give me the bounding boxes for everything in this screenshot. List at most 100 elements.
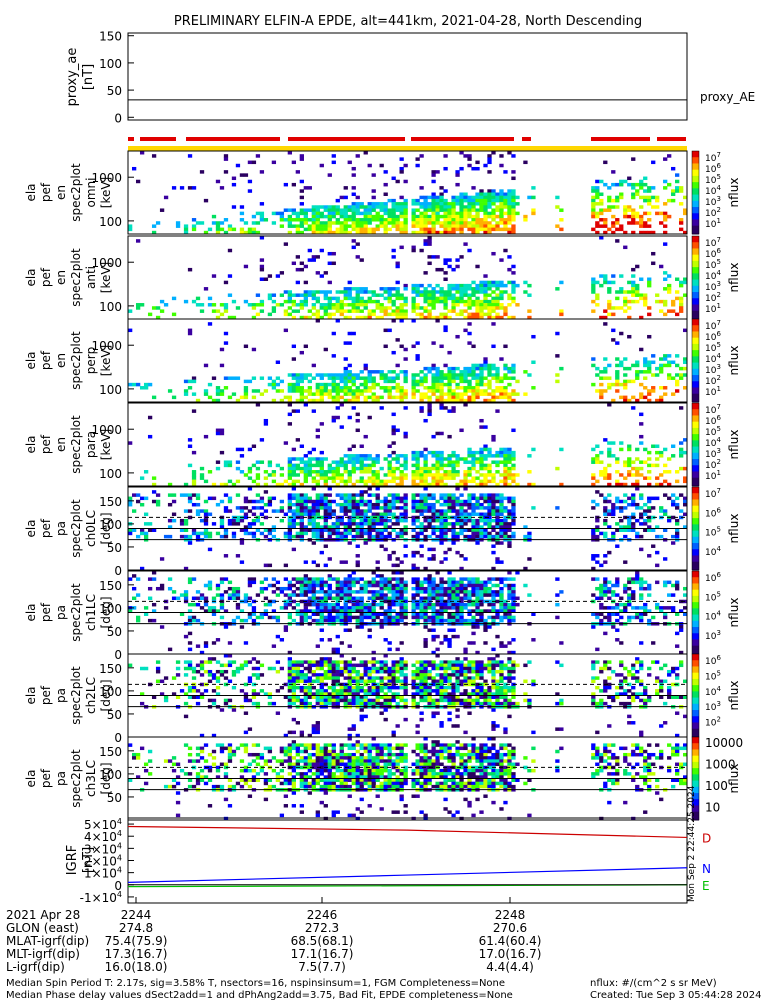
spectrogram-cell [291,515,296,520]
spectrogram-cell [271,379,277,384]
spectrogram-cell [183,509,189,513]
colorbar-step [692,479,699,483]
spectrogram-cell [355,290,360,294]
spectrogram-cell [483,274,488,278]
spectrogram-cell [459,518,464,523]
spectrogram-cell [471,312,476,317]
spectrogram-cell [651,230,656,235]
spectrogram-cell [295,373,300,377]
spectrogram-cell [499,379,504,384]
spectrogram-cell [455,487,460,491]
spectrogram-cell [463,460,468,464]
spectrogram-cell [411,344,416,349]
spectrogram-cell [591,557,596,561]
spectrogram-cell [267,602,273,607]
spectrogram-cell [419,544,424,548]
spectrogram-cell [607,447,612,452]
spectrogram-cell [279,473,285,477]
spectrogram-cell [403,389,408,393]
spectrogram-cell [591,499,596,504]
colorbar-step [692,271,699,274]
spectrogram-cell [443,312,448,317]
spectrogram-cell [595,214,600,219]
spectrogram-cell [471,315,476,320]
spectrogram-cell [395,496,400,501]
spectrogram-cell [267,528,273,532]
spectrogram-cell [347,208,352,212]
spectrogram-cell [435,499,440,504]
spectrogram-cell [303,373,308,377]
spectrogram-cell [347,644,352,648]
spectrogram-cell [415,290,420,294]
colorbar-step [692,161,699,164]
spectrogram-cell [403,506,408,510]
spectrogram-cell [331,221,336,225]
spectrogram-cell [463,224,468,228]
spectrogram-cell [395,596,400,601]
spectrogram-cell [507,447,512,452]
spectrogram-cell [287,482,293,487]
spectrogram-cell [415,357,420,361]
spectrogram-cell [411,580,416,585]
spectrogram-cell [623,245,628,250]
spectrogram-cell [631,466,636,471]
spectrogram-cell [339,590,344,594]
spectrogram-cell [447,379,452,384]
spectrogram-cell [455,283,460,288]
spectrogram-cell [383,547,388,552]
spectrogram-cell [363,482,368,487]
spectrogram-cell [475,230,480,235]
spectrogram-cell [475,395,480,400]
spectrogram-cell [503,454,508,458]
spectrogram-cell [371,479,376,484]
spectrogram-cell [387,577,392,581]
spectrogram-cell [431,634,436,639]
spectrogram-cell [371,230,376,235]
spectrogram-cell [283,593,289,597]
spectrogram-cell [431,195,436,200]
spectrogram-cell [187,541,193,545]
spectrogram-cell [527,309,532,313]
spectrogram-cell [511,299,516,304]
spectrogram-cell [159,583,165,588]
spectrogram-cell [603,370,608,374]
spectrogram-cell [259,303,265,307]
spectrogram-cell [387,470,392,474]
spectrogram-cell [343,525,348,529]
spectrogram-cell [367,602,372,607]
spectrogram-cell [331,230,336,235]
spectrogram-cell [371,470,376,474]
spectrogram-cell [443,154,448,158]
spectrogram-cell [599,392,604,396]
spectrogram-cell [423,418,428,423]
spectrogram-cell [471,208,476,212]
spectrogram-cell [663,186,668,190]
spectrogram-cell [459,221,464,225]
spectrogram-cell [679,406,684,410]
spectrogram-cell [323,506,328,510]
spectrogram-cell [615,370,620,374]
spectrogram-cell [243,528,249,532]
spectrogram-cell [347,580,352,585]
spectrogram-cell [239,395,245,400]
spectrogram-cell [367,502,372,507]
spectrogram-cell [299,299,304,304]
spectrogram-cell [231,618,237,623]
spectrogram-cell [683,386,688,390]
spectrogram-cell [311,577,316,581]
spectrogram-cell [447,258,452,262]
spectrogram-cell [491,528,496,532]
spectrogram-cell [223,506,229,510]
spectrogram-cell [399,389,404,393]
spectrogram-cell [351,590,356,594]
spectrogram-cell [319,290,324,294]
spectrogram-cell [363,363,368,368]
spectrogram-cell [679,306,684,310]
colorbar-step [692,294,699,297]
spectrogram-cell [399,398,404,403]
spectrogram-cell [647,370,652,374]
spectrogram-cell [343,303,348,307]
spectrogram-cell [311,602,316,607]
spectrogram-cell [455,202,460,206]
